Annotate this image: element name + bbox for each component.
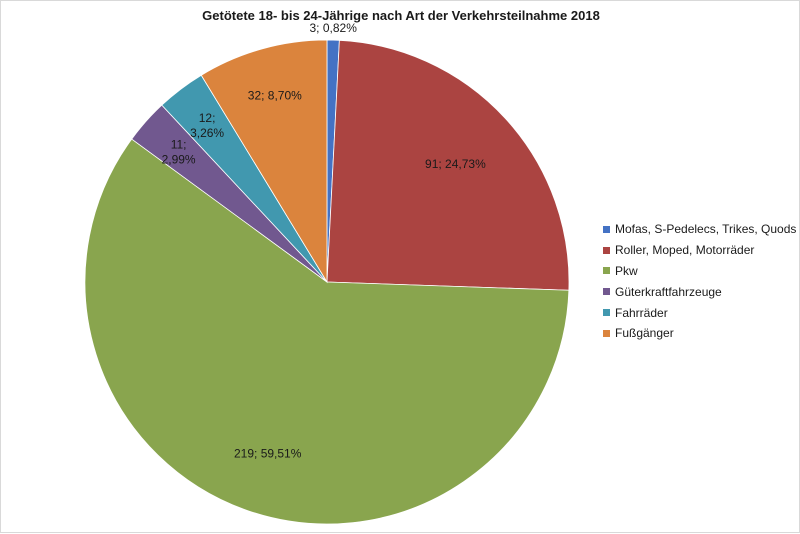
slice-data-label: 11; 2,99% [162, 137, 196, 166]
legend-item: Güterkraftfahrzeuge [603, 281, 796, 302]
legend-swatch [603, 225, 610, 233]
legend-item: Fußgänger [603, 323, 796, 344]
legend-swatch [603, 309, 610, 317]
slice-data-label: 3; 0,82% [310, 21, 358, 35]
slice-data-label: 219; 59,51% [234, 447, 302, 461]
legend-label: Fußgänger [615, 326, 674, 341]
slice-data-label: 91; 24,73% [425, 157, 486, 171]
pie-slice [326, 39, 570, 291]
chart-title: Getötete 18- bis 24-Jährige nach Art der… [202, 8, 600, 23]
slice-data-label: 12; 3,26% [190, 111, 224, 140]
legend-label: Güterkraftfahrzeuge [615, 284, 722, 299]
slice-data-label: 32; 8,70% [248, 89, 302, 103]
legend-label: Roller, Moped, Motorräder [615, 243, 755, 258]
legend-item: Mofas, S-Pedelecs, Trikes, Quods [603, 219, 796, 240]
pie-slice [200, 39, 328, 284]
legend-swatch [603, 288, 610, 296]
legend-item: Fahrräder [603, 302, 796, 323]
legend-label: Mofas, S-Pedelecs, Trikes, Quods [615, 222, 797, 237]
legend-item: Pkw [603, 261, 796, 282]
legend-swatch [603, 246, 610, 254]
legend-label: Fahrräder [615, 305, 668, 320]
legend-item: Roller, Moped, Motorräder [603, 240, 796, 261]
legend-label: Pkw [615, 263, 638, 278]
chart-legend: Mofas, S-Pedelecs, Trikes, Quods Roller, … [603, 219, 796, 344]
pie-slice [84, 138, 570, 525]
legend-swatch [603, 267, 610, 275]
legend-swatch [603, 329, 610, 337]
